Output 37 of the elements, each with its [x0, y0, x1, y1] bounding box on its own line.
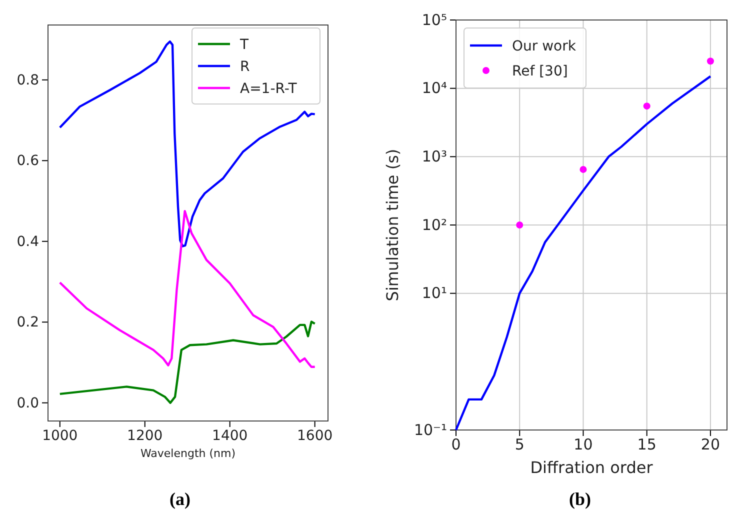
y-tick-label: 0.4 [16, 234, 40, 250]
line-series [58, 320, 316, 404]
y-tick-label: 10⁴ [422, 79, 447, 98]
x-tick-label: 15 [637, 436, 656, 454]
legend-label: Ref [30] [512, 63, 568, 80]
legend-label: A=1-R-T [240, 80, 298, 97]
line-series [58, 210, 316, 368]
point [580, 166, 587, 173]
point [706, 58, 714, 65]
y-tick-label: 10² [422, 216, 447, 234]
y-tick-label: 0.0 [16, 395, 39, 412]
x-axis-title: Diffration order [530, 458, 654, 477]
x-tick-label: 1200 [127, 428, 163, 444]
y-axis-title: Simulation time (s) [383, 148, 402, 302]
point [643, 102, 650, 110]
y-tick-label: 0.2 [16, 314, 39, 331]
legend-label: Our work [512, 38, 577, 54]
point [516, 222, 524, 228]
y-tick-label: 0.8 [16, 72, 39, 88]
x-tick-label: 10 [574, 436, 593, 454]
x-tick-label: 5 [514, 436, 524, 454]
x-axis-title: Wavelength (nm) [140, 447, 236, 460]
text: (a) [170, 489, 190, 509]
x-tick-label: 1600 [297, 428, 333, 444]
legend-label: R [240, 58, 250, 75]
line-series [58, 40, 316, 248]
x-tick-label: 0 [451, 436, 461, 454]
legend-label: T [239, 36, 249, 53]
y-tick-label: 10¹ [422, 284, 447, 302]
y-tick-label: 10⁵ [422, 10, 447, 29]
x-tick-label: 20 [700, 436, 720, 454]
y-tick-label: 10³ [422, 147, 447, 166]
x-tick-label: 1400 [212, 428, 248, 444]
text: (b) [569, 489, 592, 509]
y-tick-label: 10⁻¹ [414, 420, 447, 439]
x-tick-label: 1000 [42, 428, 78, 444]
y-tick-label: 0.6 [16, 153, 40, 170]
